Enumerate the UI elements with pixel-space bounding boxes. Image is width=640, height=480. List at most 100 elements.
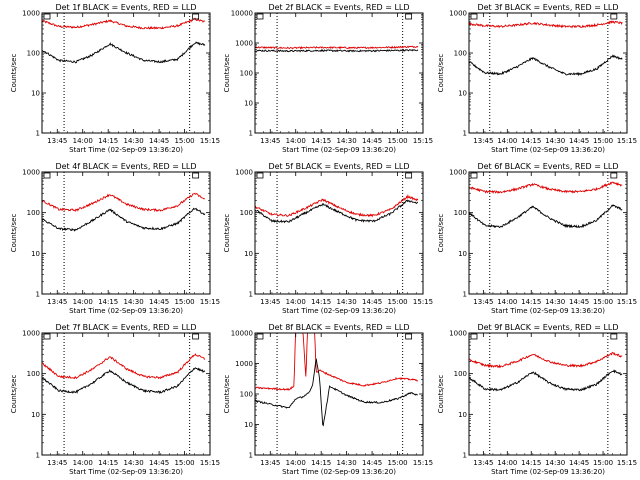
lld-series-line [42,192,206,213]
events-series-line [42,207,206,232]
y-tick-label: 100 [27,370,40,378]
y-tick-label: 100 [454,370,467,378]
x-tick-label: 14:00 [286,298,306,306]
x-tick-label: 14:15 [521,298,541,306]
plot-frame [254,332,424,456]
panel-title: Det 3f BLACK = Events, RED = LLD [477,3,618,12]
panel-det-4: Det 4f BLACK = Events, RED = LLD 1 10 100 10… [10,162,220,315]
x-tick-label: 14:15 [98,459,118,467]
y-tick-label: 10 [244,100,253,108]
legend-box-left [256,333,264,340]
x-tick-label: 15:00 [387,298,407,306]
x-tick-label: 15:15 [200,459,220,467]
x-tick-label: 14:00 [497,137,517,145]
x-axis-label: Start Time (02-Sep-09 13:36:20) [491,468,605,476]
events-series-line [255,48,419,53]
x-tick-label: 14:15 [521,137,541,145]
y-tick-label: 10000 [231,330,253,338]
x-axis-label: Start Time (02-Sep-09 13:36:20) [69,146,183,154]
x-tick-label: 13:45 [260,137,280,145]
y-axis-label: Counts/sec [437,214,445,253]
panel-det-9: Det 9f BLACK = Events, RED = LLD 1 10 100 10… [437,323,637,476]
y-tick-label: 1000 [449,330,467,338]
x-tick-label: 14:45 [569,137,589,145]
legend-box-left [256,13,264,20]
panel-det-6: Det 6f BLACK = Events, RED = LLD 1 10 100 10… [437,162,637,315]
y-axis-label: Counts/sec [223,375,231,414]
x-tick-label: 14:45 [149,137,169,145]
legend-box-right [192,172,200,179]
y-tick-label: 10 [31,250,40,258]
x-tick-label: 15:00 [174,137,194,145]
x-tick-label: 14:00 [497,459,517,467]
x-tick-label: 14:30 [337,459,357,467]
x-tick-label: 14:30 [124,298,144,306]
x-axis-label: Start Time (02-Sep-09 13:36:20) [282,468,396,476]
events-series-line [469,54,623,77]
panel-title: Det 2f BLACK = Events, RED = LLD [268,3,409,12]
plot-frame [41,12,211,134]
plot-frame [41,171,211,295]
x-tick-label: 14:30 [337,137,357,145]
legend-box-right [405,172,413,179]
x-tick-label: 15:00 [593,459,613,467]
x-tick-label: 14:30 [337,298,357,306]
lld-series-line [42,17,206,30]
y-axis-label: Counts/sec [223,214,231,253]
x-tick-label: 15:00 [174,298,194,306]
x-tick-label: 15:15 [617,137,637,145]
y-tick-label: 1000 [22,10,40,18]
y-axis-label: Counts/sec [10,54,18,93]
y-tick-label: 1 [463,291,467,299]
x-tick-label: 14:30 [545,459,565,467]
plot-frame [254,12,424,134]
x-tick-label: 15:00 [387,459,407,467]
legend-box-left [470,333,478,340]
legend-box-left [43,333,51,340]
x-tick-label: 14:00 [73,298,93,306]
panel-title: Det 5f BLACK = Events, RED = LLD [268,162,409,171]
legend-box-left [470,172,478,179]
x-tick-label: 14:30 [124,137,144,145]
legend-box-left [256,172,264,179]
legend-box-right [610,333,618,340]
y-tick-label: 1 [36,291,40,299]
legend-box-right [192,13,200,20]
y-tick-label: 100 [27,50,40,58]
y-tick-label: 100 [27,209,40,217]
legend-box-right [405,333,413,340]
events-series-line [469,369,623,392]
x-tick-label: 14:00 [73,459,93,467]
legend-box-left [43,172,51,179]
panel-det-8: Det 8f BLACK = Events, RED = LLD 1 10 100 10… [223,323,433,476]
lld-series-line [42,353,206,380]
x-tick-label: 13:45 [260,298,280,306]
panel-det-1: Det 1f BLACK = Events, RED = LLD 1 10 100 10… [10,3,220,154]
y-tick-label: 10 [244,250,253,258]
x-axis-label: Start Time (02-Sep-09 13:36:20) [282,146,396,154]
y-tick-label: 100 [240,70,253,78]
x-tick-label: 15:00 [387,137,407,145]
x-tick-label: 14:30 [545,298,565,306]
lld-series-line [255,333,419,391]
legend-box-right [610,172,618,179]
x-tick-label: 14:15 [311,298,331,306]
y-axis-label: Counts/sec [223,54,231,93]
panel-title: Det 1f BLACK = Events, RED = LLD [55,3,196,12]
x-tick-label: 14:15 [311,137,331,145]
x-tick-label: 14:00 [73,137,93,145]
legend-box-right [610,13,618,20]
x-tick-label: 14:45 [362,459,382,467]
y-tick-label: 1000 [235,40,253,48]
y-tick-label: 1000 [235,360,253,368]
x-tick-label: 15:00 [174,459,194,467]
legend-box-left [43,13,51,20]
x-tick-label: 14:45 [362,298,382,306]
x-tick-label: 13:45 [47,459,67,467]
y-tick-label: 100 [454,50,467,58]
plot-frame [468,171,628,295]
panel-det-7: Det 7f BLACK = Events, RED = LLD 1 10 100 10… [10,323,220,476]
y-tick-label: 100 [454,209,467,217]
events-series-line [255,357,418,427]
x-tick-label: 15:15 [200,298,220,306]
